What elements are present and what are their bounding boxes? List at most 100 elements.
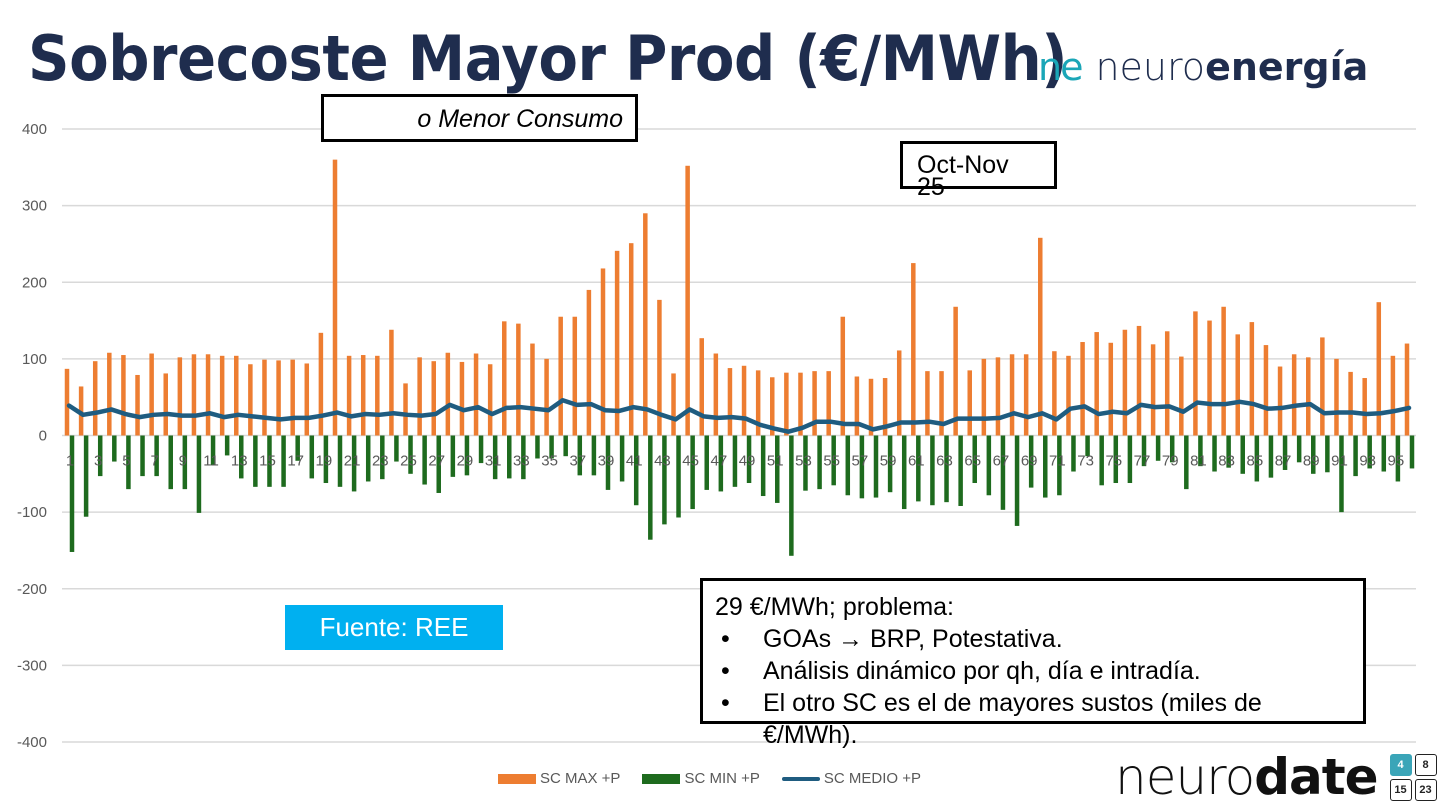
bar-sc-max bbox=[290, 359, 295, 436]
bar-sc-min bbox=[845, 435, 851, 496]
bar-sc-max bbox=[149, 353, 154, 436]
bar-sc-max bbox=[657, 299, 662, 436]
line-sc-medio bbox=[66, 398, 1412, 434]
chart-legend: SC MAX +P SC MIN +P SC MEDIO +P bbox=[498, 770, 921, 787]
bar-sc-max bbox=[1052, 351, 1057, 436]
bar-sc-max bbox=[1263, 345, 1269, 436]
bar-sc-max bbox=[798, 372, 803, 436]
bar-sc-min bbox=[422, 435, 427, 485]
x-tick-label: 5 bbox=[122, 453, 130, 470]
bar-sc-min bbox=[577, 435, 583, 476]
bar-sc-min bbox=[380, 435, 385, 480]
x-tick-label: 7 bbox=[150, 453, 158, 470]
x-tick-label: 57 bbox=[852, 453, 869, 470]
x-tick-label: 73 bbox=[1077, 453, 1094, 470]
y-axis-ticks: 400 300 200 100 0 -100 -200 -300 -400 bbox=[17, 121, 47, 751]
bar-sc-max bbox=[234, 355, 239, 436]
calendar-day: 15 bbox=[1389, 778, 1412, 801]
bar-sc-min bbox=[930, 435, 935, 506]
bar-sc-max bbox=[699, 338, 704, 436]
bar-sc-max bbox=[205, 354, 211, 436]
x-tick-label: 89 bbox=[1303, 453, 1320, 470]
y-tick-label: 400 bbox=[22, 121, 47, 138]
bar-sc-max bbox=[1122, 329, 1128, 436]
x-tick-label: 35 bbox=[541, 453, 558, 470]
x-tick-label: 17 bbox=[287, 453, 304, 470]
x-tick-label: 67 bbox=[993, 453, 1010, 470]
bar-sc-min bbox=[760, 435, 766, 497]
x-tick-label: 93 bbox=[1359, 453, 1376, 470]
bar-sc-min bbox=[394, 435, 399, 462]
x-tick-label: 87 bbox=[1275, 453, 1292, 470]
bar-sc-max bbox=[1066, 355, 1071, 436]
bar-sc-min bbox=[1212, 435, 1217, 472]
x-tick-label: 83 bbox=[1218, 453, 1235, 470]
bar-sc-max bbox=[1023, 354, 1029, 436]
bar-sc-min bbox=[196, 435, 202, 513]
bar-sc-max bbox=[389, 329, 394, 436]
bar-sc-min bbox=[1099, 435, 1104, 486]
bar-sc-max bbox=[92, 361, 98, 436]
bar-sc-max bbox=[135, 374, 140, 436]
y-tick-label: -200 bbox=[17, 581, 47, 598]
bar-sc-min bbox=[1367, 435, 1372, 469]
bar-sc-max bbox=[1320, 337, 1325, 436]
x-tick-label: 3 bbox=[94, 453, 102, 470]
bar-sc-max bbox=[1362, 378, 1367, 436]
bar-sc-max bbox=[544, 358, 549, 436]
bar-sc-min bbox=[916, 435, 921, 502]
slide-title: Sobrecoste Mayor Prod (€/MWh) bbox=[28, 22, 1068, 95]
x-tick-label: 41 bbox=[626, 453, 643, 470]
bar-sc-max bbox=[191, 354, 197, 436]
bar-sc-max bbox=[671, 373, 676, 436]
series-sc-min bbox=[69, 435, 1415, 556]
bar-sc-max bbox=[276, 360, 281, 436]
bar-sc-min bbox=[1353, 435, 1358, 477]
bar-sc-max bbox=[1306, 357, 1311, 436]
bar-sc-max bbox=[360, 355, 366, 436]
bar-sc-max bbox=[628, 243, 634, 436]
bar-sc-min bbox=[69, 435, 75, 552]
calendar-day: 8 bbox=[1414, 753, 1437, 776]
neuroenergia-mark-icon: ne bbox=[1038, 45, 1083, 89]
bar-sc-min bbox=[154, 435, 159, 477]
bar-sc-min bbox=[492, 435, 498, 480]
bar-sc-min bbox=[549, 435, 554, 459]
bar-sc-min bbox=[224, 435, 230, 456]
bar-sc-min bbox=[1057, 435, 1062, 496]
note-bullet: Análisis dinámico por qh, día e intradía… bbox=[715, 655, 1351, 687]
x-tick-label: 45 bbox=[682, 453, 699, 470]
x-tick-label: 51 bbox=[767, 453, 784, 470]
bar-sc-min bbox=[1184, 435, 1189, 490]
bar-sc-min bbox=[535, 435, 540, 459]
bar-sc-min bbox=[408, 435, 413, 474]
bar-sc-max bbox=[1334, 358, 1339, 436]
bar-sc-min bbox=[365, 435, 371, 482]
bar-sc-min bbox=[1113, 435, 1119, 484]
bar-sc-max bbox=[826, 371, 831, 436]
bar-sc-max bbox=[727, 368, 733, 436]
x-tick-label: 81 bbox=[1190, 453, 1207, 470]
bar-sc-max bbox=[967, 370, 972, 436]
bar-sc-max bbox=[516, 323, 521, 436]
bar-sc-min bbox=[1268, 435, 1274, 478]
bar-sc-min bbox=[563, 435, 568, 457]
bar-sc-max bbox=[643, 213, 648, 436]
x-tick-label: 43 bbox=[654, 453, 671, 470]
bar-sc-max bbox=[1348, 371, 1353, 436]
bar-sc-min bbox=[351, 435, 357, 492]
x-tick-label: 85 bbox=[1246, 453, 1263, 470]
bar-sc-min bbox=[295, 435, 300, 461]
callout-period-text: Oct-Nov 25 bbox=[917, 151, 1009, 201]
bar-sc-min bbox=[140, 435, 145, 477]
bar-sc-min bbox=[1339, 435, 1344, 513]
bar-sc-max bbox=[431, 361, 436, 436]
bar-sc-max bbox=[403, 383, 408, 436]
neuroenergia-logo: ne neuroenergía bbox=[1038, 48, 1368, 86]
bar-sc-min bbox=[1141, 435, 1147, 467]
bar-sc-min bbox=[97, 435, 103, 477]
bar-sc-max bbox=[572, 316, 578, 436]
bar-sc-min bbox=[789, 435, 794, 556]
x-tick-label: 1 bbox=[66, 453, 74, 470]
